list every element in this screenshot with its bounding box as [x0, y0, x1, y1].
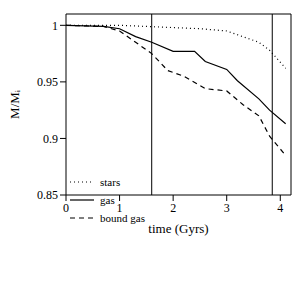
svg-text:0.9: 0.9: [43, 132, 58, 146]
svg-text:0.95: 0.95: [37, 75, 58, 89]
svg-text:0.85: 0.85: [37, 188, 58, 202]
html-text:stars: stars: [100, 176, 121, 188]
svg-text:0: 0: [63, 201, 69, 215]
svg-text:1: 1: [117, 201, 123, 215]
svg-text:2: 2: [170, 201, 176, 215]
html-text:gas: gas: [100, 194, 115, 206]
svg-text:3: 3: [224, 201, 230, 215]
svg-text:M/Mᵢ: M/Mᵢ: [8, 89, 22, 119]
svg-text:1: 1: [52, 19, 58, 33]
svg-text:time (Gyrs): time (Gyrs): [148, 221, 208, 236]
svg-text:4: 4: [277, 201, 283, 215]
html-text:bound gas: bound gas: [100, 212, 145, 224]
